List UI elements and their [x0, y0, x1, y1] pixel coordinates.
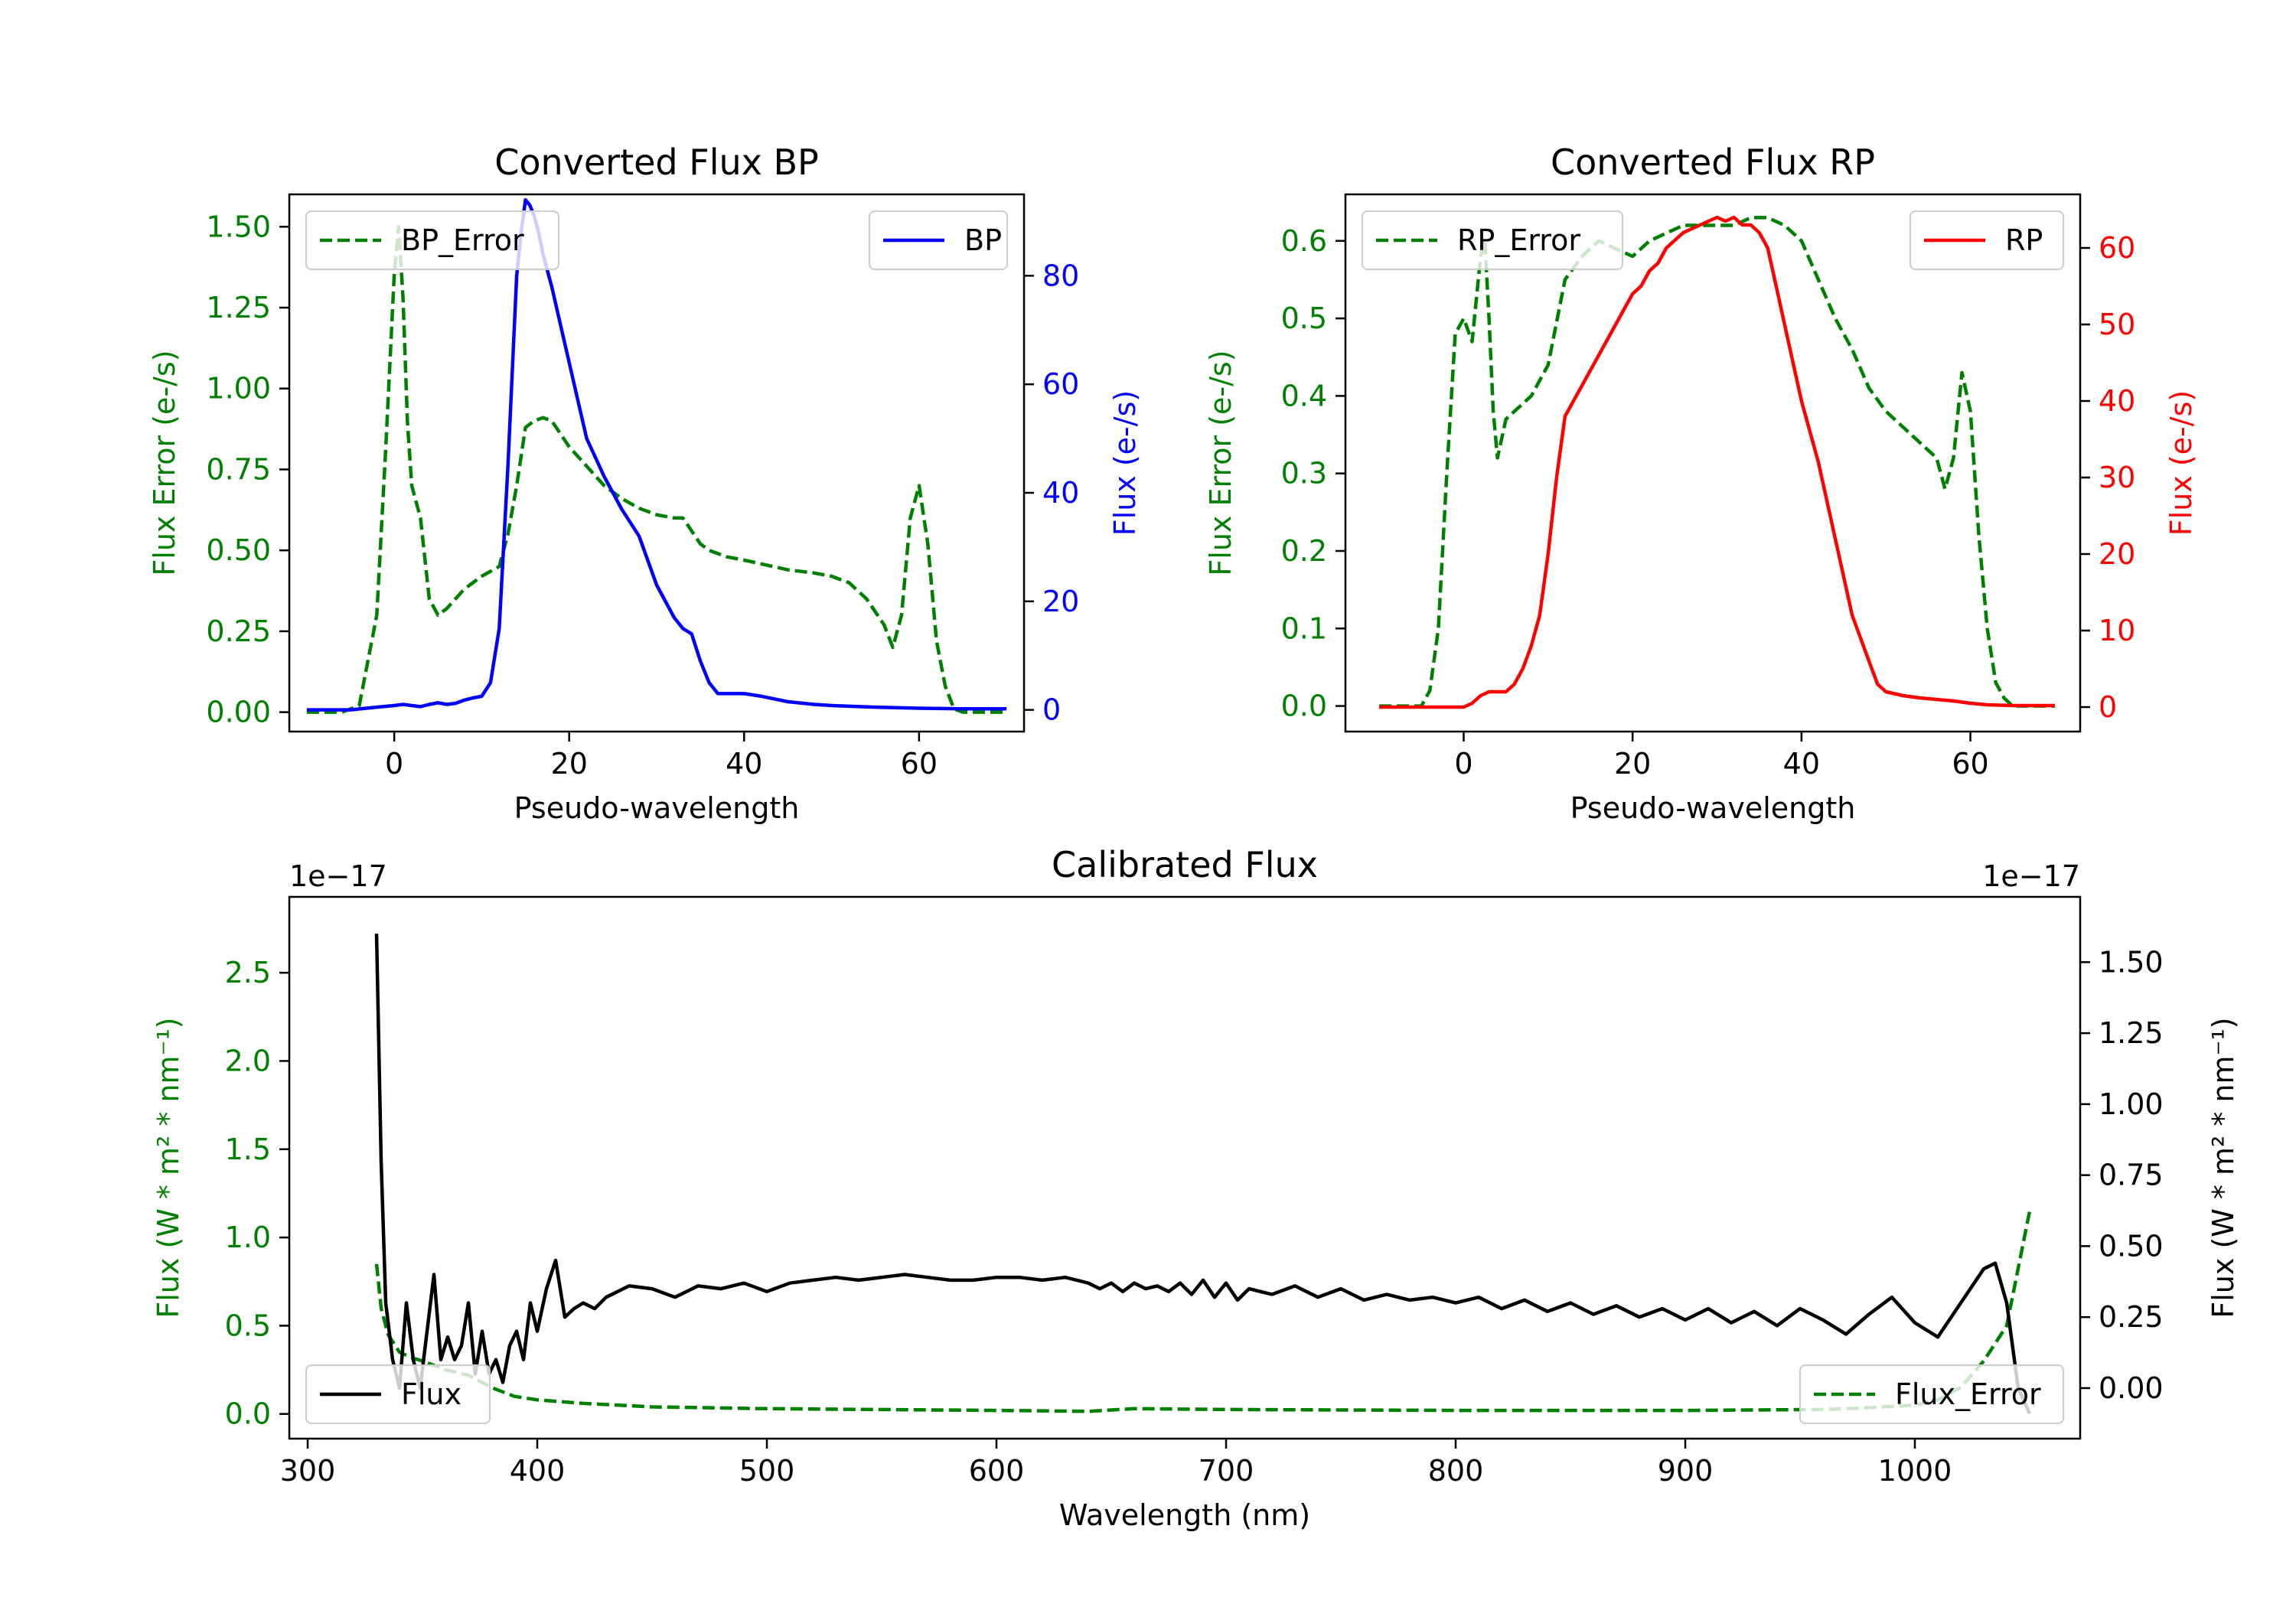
x-tick-label: 60: [1952, 747, 1988, 781]
y-left-tick-label: 2.0: [225, 1044, 271, 1077]
legend-rp: RP: [1910, 210, 2064, 270]
legend-bp-error: BP_Error: [305, 210, 559, 270]
x-tick-label: 300: [280, 1454, 336, 1488]
y-left-tick-label: 1.25: [206, 291, 271, 324]
legend-rp-label: RP: [2005, 223, 2043, 257]
y-left-tick-label: 0.5: [1281, 302, 1327, 335]
x-tick-label: 400: [510, 1454, 566, 1488]
y-right-tick-label: 0.25: [2099, 1300, 2164, 1334]
legend-flux-label: Flux: [401, 1377, 461, 1411]
y-right-tick-label: 20: [1042, 585, 1079, 618]
legend-rp-error: RP_Error: [1362, 210, 1623, 270]
x-axis-label: Wavelength (nm): [1059, 1498, 1310, 1532]
chart-title: Converted Flux RP: [1551, 142, 1875, 183]
y-right-tick-label: 0.75: [2099, 1159, 2164, 1192]
x-tick-label: 40: [1783, 747, 1820, 781]
chart-title: Converted Flux BP: [494, 142, 819, 183]
y-left-axis-label: Flux (W * m² * nm⁻¹): [152, 1017, 185, 1318]
y-left-axis-label: Flux Error (e-/s): [148, 350, 181, 575]
y-right-tick-label: 80: [1042, 259, 1079, 292]
series-line-bp: [306, 197, 1007, 712]
legend-bp-label: BP: [964, 223, 1002, 257]
series-line-flux-error: [374, 1211, 2032, 1413]
y-left-tick-label: 0.0: [1281, 689, 1327, 723]
x-tick-label: 900: [1658, 1454, 1714, 1488]
x-tick-label: 40: [726, 747, 762, 781]
y-right-tick-label: 20: [2099, 537, 2135, 571]
y-left-tick-label: 1.5: [225, 1133, 271, 1166]
plot-frame-bp: [288, 193, 1026, 733]
y-left-tick-label: 0.50: [206, 533, 271, 567]
y-right-tick-label: 40: [2099, 384, 2135, 418]
y-left-tick-label: 0.4: [1281, 379, 1327, 412]
x-tick-label: 600: [969, 1454, 1025, 1488]
y-right-tick-label: 10: [2099, 614, 2135, 647]
y-right-tick-label: 1.25: [2099, 1016, 2164, 1050]
y-right-tick-label: 60: [2099, 231, 2135, 265]
x-tick-label: 60: [901, 747, 938, 781]
x-tick-label: 800: [1428, 1454, 1484, 1488]
y-right-tick-label: 30: [2099, 461, 2135, 494]
y-left-tick-label: 0.3: [1281, 457, 1327, 491]
y-right-tick-label: 0: [1042, 693, 1061, 727]
legend-flux: Flux: [305, 1364, 491, 1424]
y-left-tick-label: 1.50: [206, 210, 271, 243]
x-axis-label: Pseudo-wavelength: [514, 791, 800, 825]
legend-bp: BP: [869, 210, 1008, 270]
legend-rp-error-label: RP_Error: [1457, 223, 1580, 257]
offset-label-right: 1e−17: [1982, 859, 2080, 893]
y-right-tick-label: 40: [1042, 476, 1079, 510]
plot-frame-rp: [1344, 193, 2082, 733]
y-left-tick-label: 1.0: [225, 1221, 271, 1254]
chart-bp: 0 20 40 60 0.00 0.25 0.50 0.75 1.00 1.25 1.50 0 20 40…: [148, 142, 1142, 825]
y-right-tick-label: 60: [1042, 367, 1079, 401]
y-left-tick-label: 1.00: [206, 372, 271, 406]
y-right-tick-label: 0.00: [2099, 1371, 2164, 1405]
series-line-rp: [1379, 215, 2055, 709]
y-right-tick-label: 1.50: [2099, 945, 2164, 979]
legend-bp-error-box: [305, 210, 559, 270]
y-right-tick-label: 50: [2099, 308, 2135, 341]
y-right-axis-label: Flux (e-/s): [1108, 390, 1142, 536]
x-tick-label: 0: [1454, 747, 1473, 781]
y-right-axis-label: Flux (W * m² * nm⁻¹): [2206, 1017, 2240, 1318]
legend-flux-error-label: Flux_Error: [1895, 1377, 2041, 1411]
x-tick-label: 0: [385, 747, 403, 781]
offset-label-left: 1e−17: [289, 859, 387, 893]
y-left-tick-label: 0.25: [206, 614, 271, 648]
y-left-axis-label: Flux Error (e-/s): [1204, 350, 1238, 575]
legend-flux-error-box: [1799, 1364, 2064, 1424]
legend-rp-error-box: [1362, 210, 1623, 270]
series-line-flux: [374, 934, 2032, 1415]
x-tick-label: 1000: [1878, 1454, 1952, 1488]
legend-flux-box: [305, 1364, 491, 1424]
y-left-tick-label: 0.75: [206, 452, 271, 486]
series-line-bp-error: [306, 225, 1007, 714]
y-right-axis-label: Flux (e-/s): [2164, 390, 2198, 536]
chart-title: Calibrated Flux: [1052, 844, 1318, 885]
y-left-tick-label: 0.1: [1281, 611, 1327, 645]
series-line-rp-error: [1379, 216, 2055, 708]
y-right-tick-label: 0: [2099, 690, 2117, 724]
y-left-tick-label: 0.2: [1281, 534, 1327, 568]
y-left-tick-label: 0.0: [225, 1397, 271, 1431]
x-tick-label: 20: [1614, 747, 1651, 781]
x-axis-label: Pseudo-wavelength: [1570, 791, 1856, 825]
chart-rp: 0 20 40 60 0.0 0.1 0.2 0.3 0.4 0.5 0.6 0 10 20 30 40 50 6…: [1204, 142, 2198, 825]
x-tick-label: 700: [1199, 1454, 1254, 1488]
y-right-tick-label: 0.50: [2099, 1229, 2164, 1263]
x-tick-label: 500: [739, 1454, 795, 1488]
y-left-tick-label: 0.6: [1281, 224, 1327, 258]
x-tick-label: 20: [551, 747, 588, 781]
legend-flux-error: Flux_Error: [1799, 1364, 2064, 1424]
y-right-tick-label: 1.00: [2099, 1087, 2164, 1121]
legend-bp-error-label: BP_Error: [401, 223, 524, 257]
y-left-tick-label: 0.5: [225, 1309, 271, 1342]
y-left-tick-label: 2.5: [225, 956, 271, 989]
y-left-tick-label: 0.00: [206, 696, 271, 729]
chart-cal: 300 400 500 600 700 800 900 1000 0.0 0.5 1.0 1.5 2.0…: [152, 844, 2240, 1532]
legend-rp-box: [1910, 210, 2064, 270]
plot-frame-cal: [288, 895, 2082, 1440]
